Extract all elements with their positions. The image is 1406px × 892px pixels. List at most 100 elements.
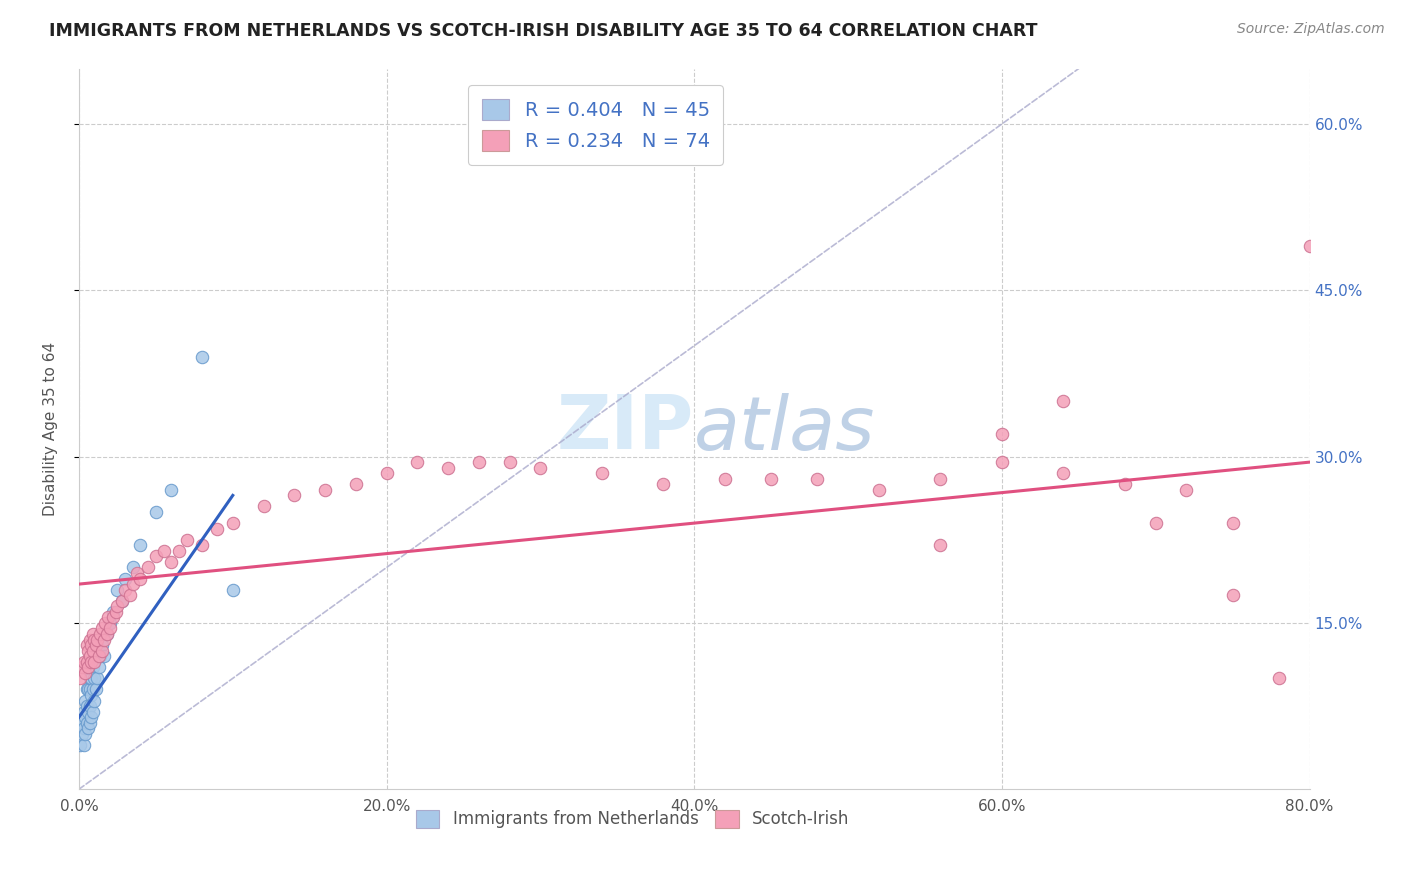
Point (1144, 516, 1167, 530)
Point (529, 460, 551, 475)
Point (375, 467, 398, 481)
Point (118, 588, 141, 602)
Point (806, 472, 828, 486)
Text: Source: ZipAtlas.com: Source: ZipAtlas.com (1237, 22, 1385, 37)
Point (121, 577, 143, 591)
Point (222, 582, 245, 597)
Point (252, 500, 274, 514)
Point (406, 455, 429, 469)
Point (82, 660, 104, 674)
Point (167, 544, 190, 558)
Point (129, 572, 152, 586)
Point (77, 705, 100, 719)
Point (98, 622, 121, 636)
Point (70, 727, 93, 741)
Point (96, 627, 118, 641)
Point (96, 627, 118, 641)
Point (79, 715, 101, 730)
Point (101, 605, 124, 619)
Point (991, 455, 1014, 469)
Point (1114, 477, 1136, 491)
Point (77, 721, 100, 735)
Point (94, 615, 117, 630)
Point (314, 483, 336, 497)
Point (107, 599, 129, 614)
Point (93, 649, 115, 664)
Point (114, 572, 136, 586)
Point (101, 610, 124, 624)
Point (127, 566, 149, 580)
Point (152, 544, 174, 558)
Point (91, 638, 114, 652)
Point (93, 632, 115, 647)
Point (76, 715, 98, 730)
Point (91, 622, 114, 636)
Point (222, 516, 245, 530)
Point (759, 472, 782, 486)
Point (83, 655, 105, 669)
Point (104, 605, 127, 619)
Point (89, 649, 111, 664)
Point (80, 655, 103, 669)
Point (83, 671, 105, 685)
Point (207, 522, 229, 536)
Point (82, 682, 104, 697)
Point (160, 483, 183, 497)
Point (79, 649, 101, 664)
Point (1052, 467, 1074, 481)
Point (76, 699, 98, 714)
Point (89, 627, 111, 641)
Point (1267, 671, 1289, 685)
Point (72, 655, 94, 669)
Point (1222, 516, 1244, 530)
Point (86, 671, 108, 685)
Point (98, 615, 121, 630)
Point (129, 538, 152, 552)
Point (1052, 394, 1074, 409)
Point (80, 688, 103, 702)
Point (1175, 483, 1198, 497)
Point (75, 665, 97, 680)
Point (145, 505, 167, 519)
Point (929, 472, 952, 486)
Text: atlas: atlas (695, 392, 876, 465)
Point (87, 649, 110, 664)
Point (77, 682, 100, 697)
Point (76, 638, 98, 652)
Legend: Immigrants from Netherlands, Scotch-Irish: Immigrants from Netherlands, Scotch-Iris… (409, 803, 856, 835)
Point (929, 538, 952, 552)
Point (344, 477, 367, 491)
Point (283, 488, 305, 502)
Point (76, 655, 98, 669)
Point (77, 643, 100, 657)
Point (79, 632, 101, 647)
Point (160, 555, 183, 569)
Point (1298, 239, 1320, 253)
Point (136, 560, 159, 574)
Point (468, 455, 491, 469)
Point (72, 738, 94, 752)
Point (75, 710, 97, 724)
Y-axis label: Disability Age 35 to 64: Disability Age 35 to 64 (44, 342, 58, 516)
Point (79, 671, 101, 685)
Point (121, 560, 143, 574)
Point (91, 643, 114, 657)
Text: IMMIGRANTS FROM NETHERLANDS VS SCOTCH-IRISH DISABILITY AGE 35 TO 64 CORRELATION : IMMIGRANTS FROM NETHERLANDS VS SCOTCH-IR… (49, 22, 1038, 40)
Point (107, 582, 129, 597)
Point (114, 582, 136, 597)
Point (69, 671, 91, 685)
Point (79, 699, 101, 714)
Point (79, 682, 101, 697)
Point (69, 738, 91, 752)
Point (77, 660, 100, 674)
Point (191, 538, 214, 552)
Point (70, 715, 93, 730)
Point (80, 671, 103, 685)
Point (82, 627, 104, 641)
Point (498, 455, 520, 469)
Point (84, 638, 107, 652)
Point (80, 710, 103, 724)
Point (75, 693, 97, 707)
Point (86, 632, 108, 647)
Point (76, 682, 98, 697)
